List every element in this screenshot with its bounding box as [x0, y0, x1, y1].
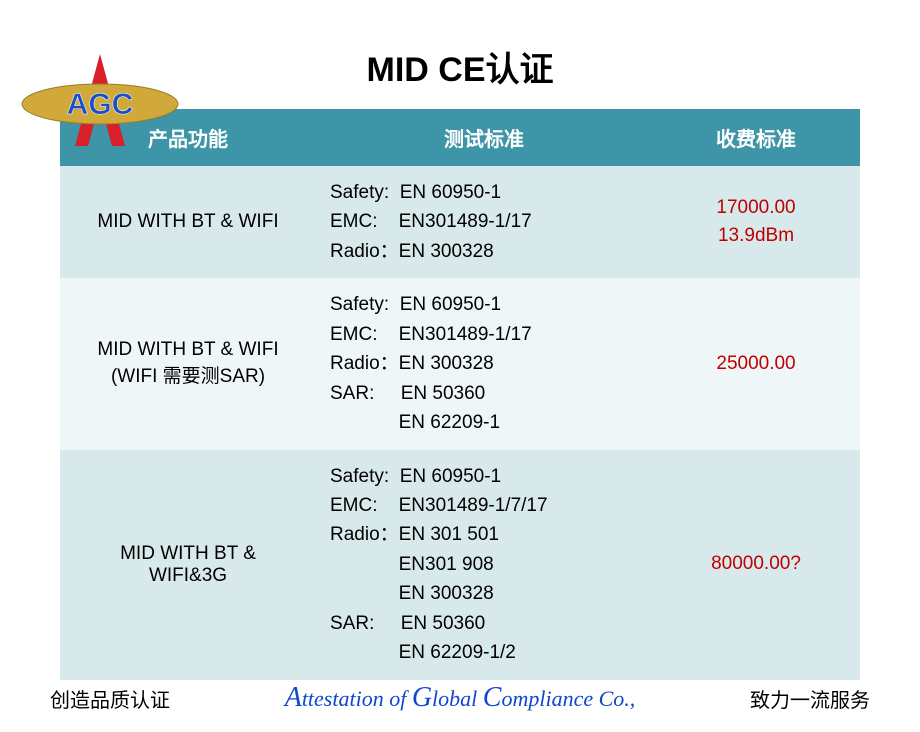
header-fee: 收费标准	[652, 109, 860, 166]
cell-func: MID WITH BT & WIFI&3G	[60, 450, 316, 680]
cell-std: Safety: EN 60950-1 EMC: EN301489-1/7/17 …	[316, 450, 652, 680]
cell-std: Safety: EN 60950-1 EMC: EN301489-1/17 Ra…	[316, 166, 652, 278]
pricing-table: 产品功能 测试标准 收费标准 MID WITH BT & WIFISafety:…	[60, 109, 860, 680]
cell-fee: 80000.00?	[652, 450, 860, 680]
table-row: MID WITH BT & WIFI&3GSafety: EN 60950-1 …	[60, 450, 860, 680]
cell-fee: 17000.00 13.9dBm	[652, 166, 860, 278]
footer-left: 创造品质认证	[50, 684, 170, 713]
cell-func: MID WITH BT & WIFI	[60, 166, 316, 278]
cell-std: Safety: EN 60950-1 EMC: EN301489-1/17 Ra…	[316, 278, 652, 449]
cell-func: MID WITH BT & WIFI (WIFI 需要测SAR)	[60, 278, 316, 449]
table-row: MID WITH BT & WIFI (WIFI 需要测SAR)Safety: …	[60, 278, 860, 449]
footer-right: 致力一流服务	[750, 684, 870, 713]
logo-text: AGC	[67, 88, 134, 121]
footer-center: Attestation of Global Compliance Co.,	[170, 682, 750, 714]
footer: 创造品质认证 Attestation of Global Compliance …	[0, 682, 920, 714]
cell-fee: 25000.00	[652, 278, 860, 449]
table-row: MID WITH BT & WIFISafety: EN 60950-1 EMC…	[60, 166, 860, 278]
agc-logo: AGC	[10, 52, 190, 152]
header-std: 测试标准	[316, 109, 652, 166]
